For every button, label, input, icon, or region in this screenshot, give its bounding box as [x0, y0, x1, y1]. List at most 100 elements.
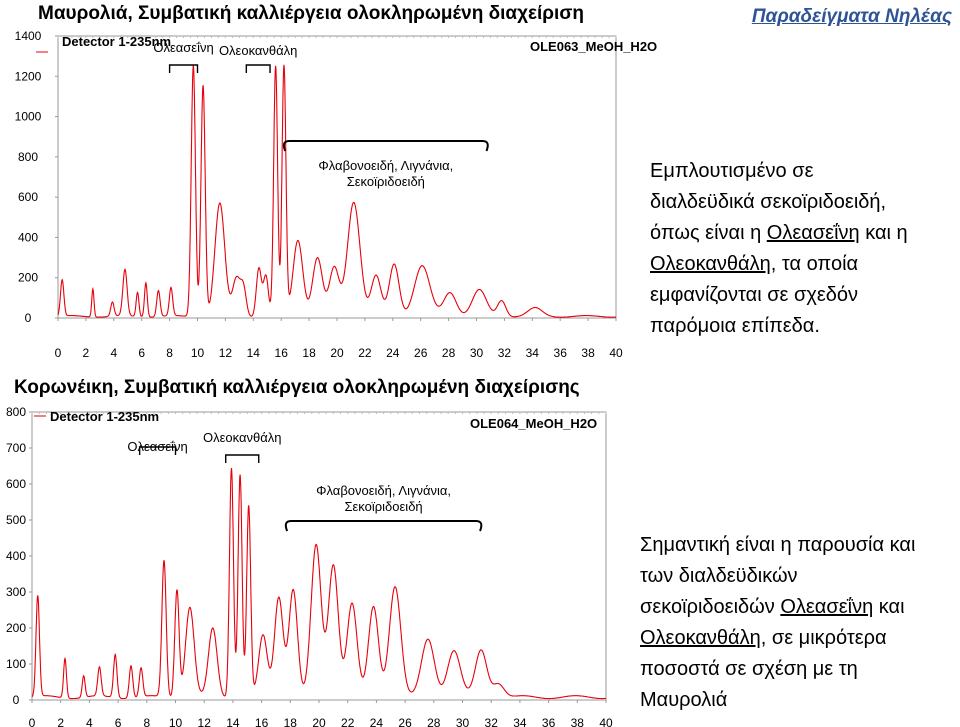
- annotation-label: Φλαβονοειδή, Λιγνάνια,: [316, 483, 451, 498]
- x-tick-label: 24: [370, 716, 384, 727]
- x-tick-label: 2: [83, 346, 90, 360]
- chart-1-description: Εμπλουτισμένο σε διαλδεϋδικά σεκοϊριδοειδ…: [650, 156, 955, 342]
- y-tick-label: 300: [6, 585, 26, 599]
- annotation-label: Φλαβονοειδή, Λιγνάνια,: [318, 158, 453, 173]
- annotation-bracket: [225, 454, 260, 463]
- chart-1-title: Μαυρολιά, Συμβατική καλλιέργεια ολοκληρω…: [38, 3, 584, 24]
- x-tick-label: 20: [312, 716, 326, 727]
- description-line: Σημαντική είναι η παρουσία και: [640, 534, 916, 556]
- x-tick-label: 12: [198, 716, 212, 727]
- annotation-label: Ολεασεΐνη: [127, 439, 187, 454]
- x-tick-label: 8: [143, 716, 150, 727]
- x-tick-label: 10: [191, 346, 205, 360]
- y-tick-label: 400: [18, 230, 38, 244]
- description-line: διαλδεϋδικά σεκοϊριδοειδή,: [650, 191, 887, 213]
- x-tick-label: 14: [226, 716, 240, 727]
- chart-2-description: Σημαντική είναι η παρουσία και των διαλδε…: [640, 530, 960, 716]
- x-tick-label: 22: [358, 346, 372, 360]
- y-tick-label: 600: [6, 477, 26, 491]
- description-line: των διαλδεϋδικών: [640, 565, 798, 587]
- annotation-label-line2: Σεκοϊριδοειδή: [347, 174, 425, 189]
- y-tick-label: 700: [6, 441, 26, 455]
- annotation-bracket: [284, 520, 483, 532]
- x-tick-label: 38: [571, 716, 585, 727]
- sample-label: OLE064_MeOH_H2O: [470, 416, 597, 431]
- y-tick-label: 1000: [15, 110, 42, 124]
- description-line: παρόμοια επίπεδα.: [650, 315, 820, 337]
- y-tick-label: 1200: [15, 69, 42, 83]
- annotation-bracket: [245, 64, 271, 73]
- description-line: σεκοϊριδοειδών Ολεασεΐνη και: [640, 596, 905, 618]
- y-tick-label: 0: [25, 311, 32, 325]
- x-tick-label: 12: [219, 346, 233, 360]
- annotation-label-line2: Σεκοϊριδοειδή: [344, 499, 422, 514]
- x-tick-label: 14: [247, 346, 261, 360]
- x-tick-label: 6: [138, 346, 145, 360]
- x-tick-label: 0: [55, 346, 62, 360]
- y-tick-label: 400: [6, 549, 26, 563]
- x-tick-label: 4: [86, 716, 93, 727]
- sample-label: OLE063_MeOH_H2O: [530, 39, 657, 54]
- y-tick-label: 0: [13, 693, 20, 707]
- x-tick-label: 16: [275, 346, 289, 360]
- x-tick-label: 28: [442, 346, 456, 360]
- x-tick-label: 40: [609, 346, 623, 360]
- x-tick-label: 26: [398, 716, 412, 727]
- description-line: Ολεοκανθάλη, τα οποία: [650, 253, 859, 275]
- description-line: ποσοστά σε σχέση με τη: [640, 658, 858, 680]
- corner-label[interactable]: Παραδείγματα Νηλέας: [751, 6, 952, 27]
- description-underlined: Ολεοκανθάλη: [640, 627, 761, 649]
- x-tick-label: 36: [554, 346, 568, 360]
- y-tick-label: 600: [18, 190, 38, 204]
- x-tick-label: 30: [456, 716, 470, 727]
- x-tick-label: 4: [110, 346, 117, 360]
- annotation-label: Ολεοκανθάλη: [203, 430, 281, 445]
- chromatogram-line: [31, 468, 606, 700]
- y-tick-label: 200: [6, 621, 26, 635]
- description-underlined: Ολεοκανθάλη: [650, 253, 771, 275]
- x-tick-label: 38: [581, 346, 595, 360]
- description-line: όπως είναι η Ολεασεΐνη και η: [650, 222, 908, 244]
- x-tick-label: 8: [166, 346, 173, 360]
- description-line: Εμπλουτισμένο σε: [650, 160, 814, 182]
- annotation-label: Ολεασεΐνη: [153, 40, 213, 55]
- annotation-bracket: [168, 64, 199, 73]
- chromatogram-line: [57, 64, 616, 318]
- x-tick-label: 40: [599, 716, 613, 727]
- chart-2-title: Κορωνέικη, Συμβατική καλλιέργεια ολοκληρ…: [14, 377, 580, 398]
- x-tick-label: 10: [169, 716, 183, 727]
- description-underlined: Ολεασεΐνη: [766, 222, 860, 244]
- x-tick-label: 24: [386, 346, 400, 360]
- annotation-bracket: [138, 446, 177, 455]
- x-tick-label: 34: [513, 716, 527, 727]
- x-tick-label: 30: [470, 346, 484, 360]
- x-tick-label: 18: [302, 346, 316, 360]
- x-tick-label: 6: [115, 716, 122, 727]
- x-tick-label: 32: [485, 716, 499, 727]
- y-tick-label: 500: [6, 513, 26, 527]
- y-tick-label: 800: [18, 150, 38, 164]
- x-tick-label: 22: [341, 716, 355, 727]
- description-underlined: Ολεασεΐνη: [780, 596, 874, 618]
- x-tick-label: 16: [255, 716, 269, 727]
- y-tick-label: 100: [6, 657, 26, 671]
- description-line: Μαυρολιά: [640, 689, 728, 711]
- x-tick-label: 2: [57, 716, 64, 727]
- x-tick-label: 28: [427, 716, 441, 727]
- y-tick-label: 200: [18, 271, 38, 285]
- description-line: εμφανίζονται σε σχεδόν: [650, 284, 859, 306]
- detector-label: Detector 1-235nm: [50, 409, 159, 424]
- x-tick-label: 20: [330, 346, 344, 360]
- description-line: Ολεοκανθάλη, σε μικρότερα: [640, 627, 887, 649]
- x-tick-label: 18: [284, 716, 298, 727]
- y-tick-label: 800: [6, 405, 26, 419]
- annotation-label: Ολεοκανθάλη: [219, 43, 297, 58]
- x-tick-label: 34: [526, 346, 540, 360]
- x-tick-label: 36: [542, 716, 556, 727]
- x-tick-label: 26: [414, 346, 428, 360]
- detector-label: Detector 1-235nm: [62, 34, 171, 49]
- annotation-bracket: [282, 140, 489, 152]
- y-tick-label: 1400: [15, 29, 42, 43]
